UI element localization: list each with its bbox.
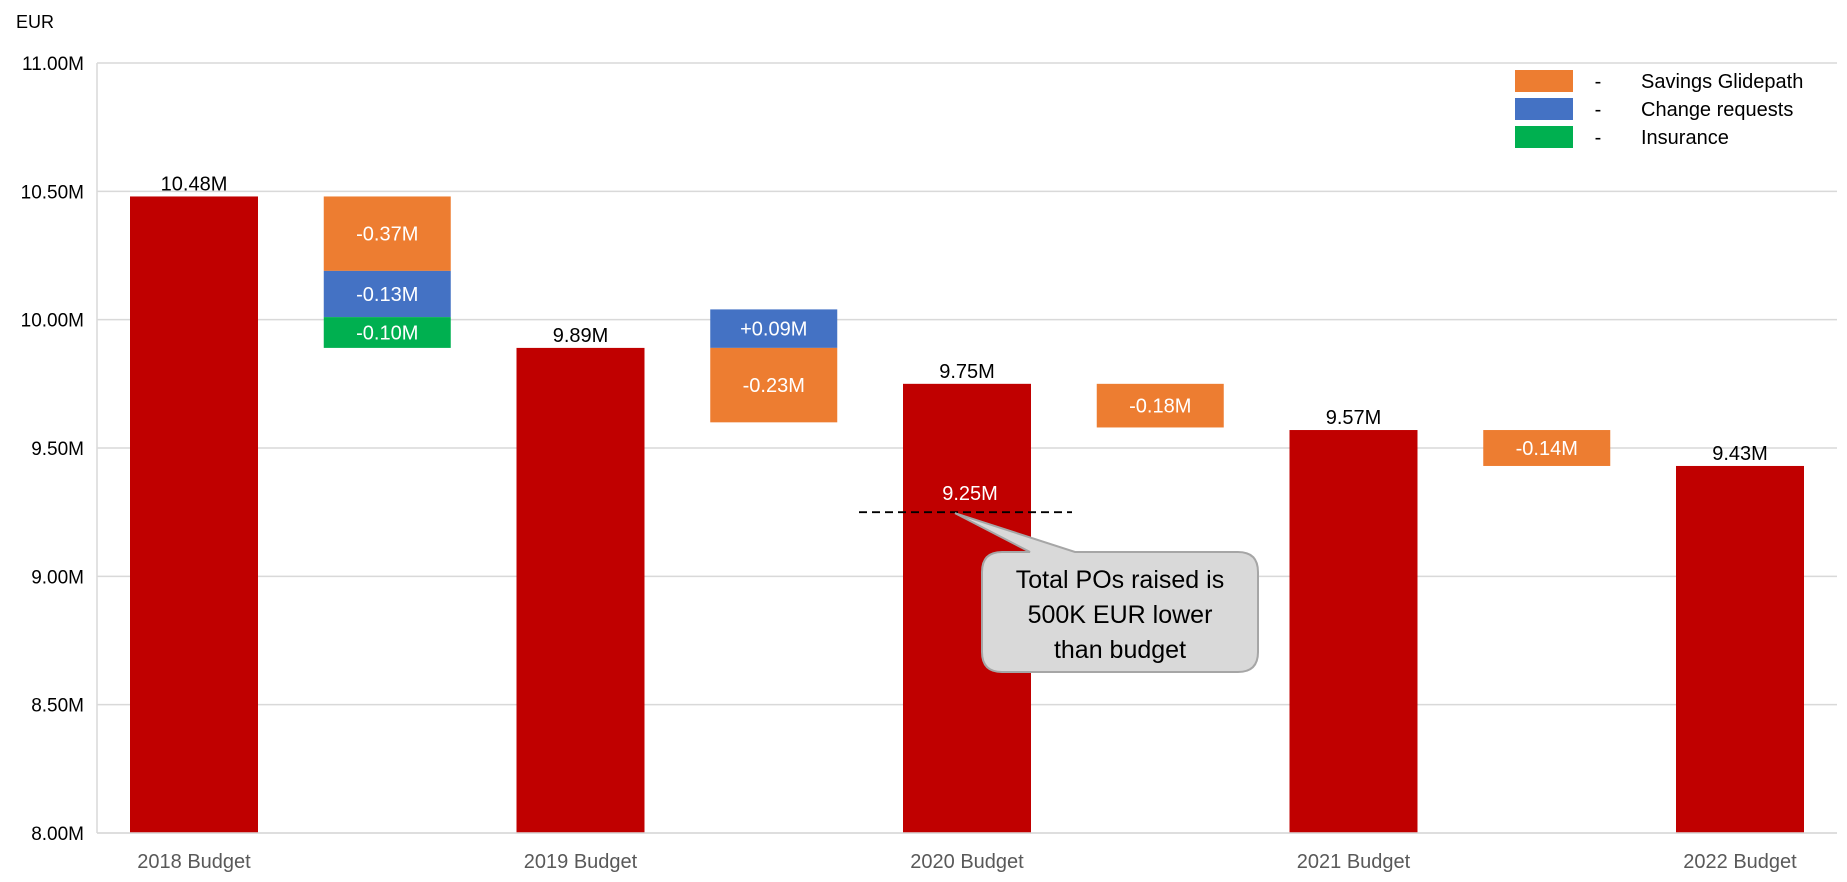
y-tick-label: 10.50M <box>21 182 84 203</box>
step-bar-change <box>710 309 838 348</box>
step-bar-savings <box>1483 430 1611 466</box>
y-tick-label: 8.50M <box>31 696 84 717</box>
total-bar <box>130 196 258 833</box>
y-tick-label: 9.00M <box>31 567 84 588</box>
x-category-label: 2019 Budget <box>524 851 638 873</box>
x-category-label: 2018 Budget <box>137 851 251 873</box>
total-value-label: 9.75M <box>939 361 995 383</box>
legend-dash: - <box>1595 71 1602 93</box>
total-value-label: 9.43M <box>1712 443 1768 465</box>
step-bar-insurance <box>323 317 451 348</box>
y-tick-label: 10.00M <box>21 311 84 332</box>
callout-text-line: Total POs raised is <box>1016 566 1224 594</box>
step-bar-savings <box>1096 383 1224 428</box>
annotation: 9.25M Total POs raised is 500K EUR lower th… <box>859 483 1259 673</box>
y-axis: 8.00M 8.50M 9.00M 9.50M 10.00M 10.50M 11.00M <box>21 54 98 845</box>
y-tick-label: 8.00M <box>31 824 84 845</box>
legend-dash: - <box>1595 127 1602 149</box>
y-tick-label: 9.50M <box>31 439 84 460</box>
step-value-label: -0.23M <box>743 375 805 397</box>
x-category-label: 2020 Budget <box>910 851 1024 873</box>
step-value-label: -0.37M <box>356 224 418 246</box>
step-segments: -0.37M -0.13M -0.10M +0.09M -0.23M -0.18M -0.1… <box>323 196 1611 466</box>
step-value-label: -0.18M <box>1129 396 1191 418</box>
legend-label: Savings Glidepath <box>1641 71 1803 93</box>
step-value-label: -0.13M <box>356 284 418 306</box>
step-bar-change <box>323 270 451 318</box>
callout-text-line: than budget <box>1054 636 1186 664</box>
callout-text-line: 500K EUR lower <box>1028 601 1213 629</box>
callout-bubble <box>954 512 1259 673</box>
total-value-label: 10.48M <box>161 173 228 195</box>
step-value-label: +0.09M <box>740 319 807 341</box>
total-bar <box>1676 465 1804 833</box>
legend: - Savings Glidepath - Change requests - Insur… <box>1515 70 1803 149</box>
legend-label: Change requests <box>1641 99 1793 121</box>
step-bar-savings <box>710 347 838 423</box>
total-bars: 10.48M 9.89M 9.75M 9.57M 9.43M <box>130 173 1804 833</box>
total-value-label: 9.57M <box>1326 407 1382 429</box>
legend-label: Insurance <box>1641 127 1729 149</box>
legend-dash: - <box>1595 99 1602 121</box>
total-bar <box>1289 430 1418 833</box>
y-axis-unit-label: EUR <box>16 12 54 32</box>
x-category-label: 2022 Budget <box>1683 851 1797 873</box>
x-category-label: 2021 Budget <box>1297 851 1411 873</box>
step-value-label: -0.14M <box>1516 438 1578 460</box>
legend-swatch-savings <box>1515 70 1573 92</box>
reference-value-label: 9.25M <box>942 483 998 505</box>
y-tick-label: 11.00M <box>22 54 84 75</box>
total-value-label: 9.89M <box>553 325 609 347</box>
step-value-label: -0.10M <box>356 323 418 345</box>
total-bar <box>516 347 645 833</box>
legend-swatch-change <box>1515 98 1573 120</box>
x-axis: 2018 Budget 2019 Budget 2020 Budget 2021 Bu… <box>97 832 1837 873</box>
step-bar-savings <box>323 196 451 271</box>
legend-swatch-insurance <box>1515 126 1573 148</box>
